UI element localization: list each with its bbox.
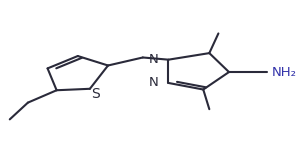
Text: NH₂: NH₂ [271,66,296,78]
Text: N: N [149,76,158,90]
Text: S: S [92,87,100,101]
Text: N: N [149,53,158,66]
